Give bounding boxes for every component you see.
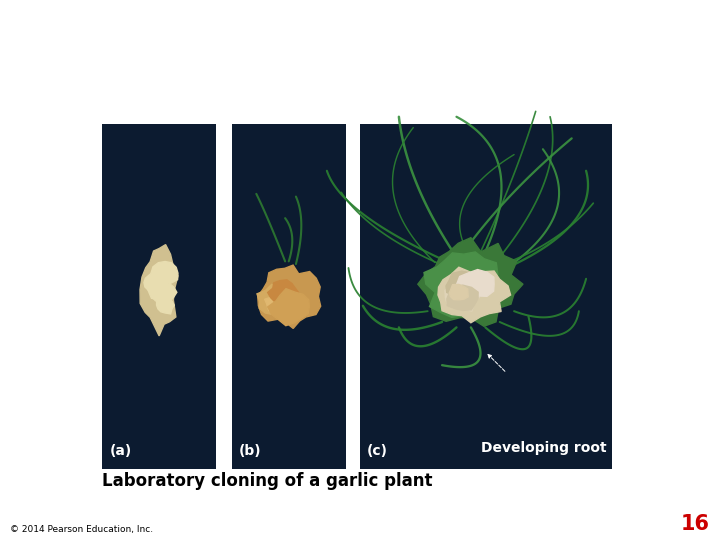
Polygon shape — [257, 285, 296, 316]
Bar — [360, 124, 612, 469]
Text: © 2014 Pearson Education, Inc.: © 2014 Pearson Education, Inc. — [10, 524, 153, 534]
Polygon shape — [151, 261, 178, 286]
Polygon shape — [140, 245, 178, 336]
Text: Developing root: Developing root — [481, 441, 606, 455]
Polygon shape — [156, 298, 174, 314]
Polygon shape — [418, 238, 523, 326]
Polygon shape — [438, 267, 510, 323]
Polygon shape — [147, 279, 168, 300]
Polygon shape — [144, 272, 165, 291]
Text: (c): (c) — [367, 444, 388, 458]
Polygon shape — [151, 284, 169, 302]
Polygon shape — [447, 285, 478, 310]
Polygon shape — [265, 294, 287, 312]
Polygon shape — [268, 280, 299, 303]
Text: 16: 16 — [680, 514, 709, 534]
Text: (b): (b) — [239, 444, 261, 458]
Polygon shape — [456, 269, 494, 296]
Text: (a): (a) — [109, 444, 132, 458]
Bar — [232, 124, 346, 469]
Text: Laboratory cloning of a garlic plant: Laboratory cloning of a garlic plant — [102, 472, 433, 490]
Polygon shape — [268, 289, 310, 326]
Polygon shape — [258, 265, 320, 328]
Polygon shape — [449, 285, 468, 300]
Polygon shape — [445, 284, 480, 311]
Polygon shape — [150, 280, 177, 303]
Bar — [102, 124, 216, 469]
Polygon shape — [446, 271, 478, 300]
Polygon shape — [424, 252, 498, 318]
